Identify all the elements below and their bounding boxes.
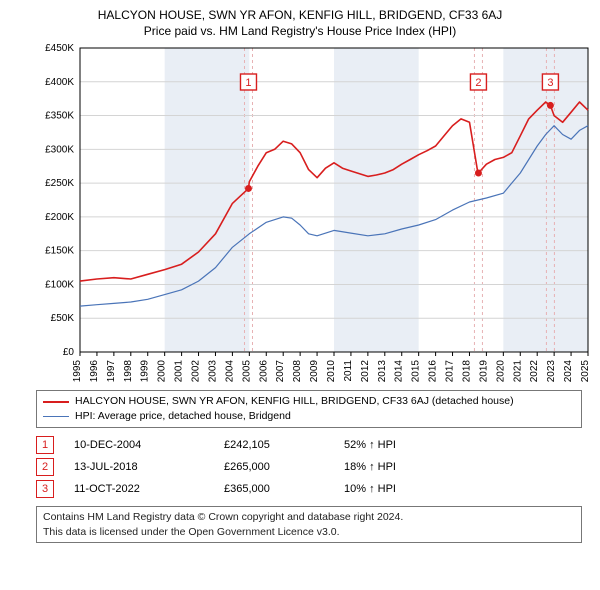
svg-text:£250K: £250K — [45, 178, 74, 189]
sale-amount: £242,105 — [224, 439, 344, 451]
legend: HALCYON HOUSE, SWN YR AFON, KENFIG HILL,… — [36, 390, 582, 428]
svg-text:2007: 2007 — [275, 360, 286, 383]
sale-pct: 10% ↑ HPI — [344, 483, 494, 495]
footer-line2: This data is licensed under the Open Gov… — [43, 525, 575, 539]
svg-text:2020: 2020 — [495, 360, 506, 383]
svg-text:£400K: £400K — [45, 77, 74, 88]
sales-table: 1 10-DEC-2004£242,10552% ↑ HPI 2 13-JUL-201… — [36, 434, 582, 500]
sale-date: 11-OCT-2022 — [74, 483, 224, 495]
svg-text:£50K: £50K — [51, 313, 75, 324]
sale-amount: £365,000 — [224, 483, 344, 495]
sale-row: 2 13-JUL-2018£265,00018% ↑ HPI — [36, 456, 582, 478]
svg-text:1997: 1997 — [106, 360, 117, 383]
svg-text:2021: 2021 — [512, 360, 523, 383]
svg-text:2000: 2000 — [157, 360, 168, 383]
sale-pct: 52% ↑ HPI — [344, 439, 494, 451]
footer-line1: Contains HM Land Registry data © Crown c… — [43, 510, 575, 524]
svg-text:2017: 2017 — [445, 360, 456, 383]
sale-pct: 18% ↑ HPI — [344, 461, 494, 473]
svg-text:2025: 2025 — [580, 360, 591, 383]
legend-row-hpi: HPI: Average price, detached house, Brid… — [43, 409, 575, 424]
svg-text:2012: 2012 — [360, 360, 371, 383]
sale-date: 13-JUL-2018 — [74, 461, 224, 473]
legend-swatch-halcyon — [43, 401, 69, 403]
legend-swatch-hpi — [43, 416, 69, 417]
svg-text:2019: 2019 — [478, 360, 489, 383]
svg-text:2024: 2024 — [563, 360, 574, 383]
legend-label-halcyon: HALCYON HOUSE, SWN YR AFON, KENFIG HILL,… — [75, 394, 514, 409]
svg-text:£450K: £450K — [45, 44, 74, 54]
svg-text:2022: 2022 — [529, 360, 540, 383]
sale-marker-box: 3 — [36, 480, 54, 498]
svg-text:2011: 2011 — [343, 360, 354, 382]
svg-text:£150K: £150K — [45, 246, 74, 257]
svg-text:1996: 1996 — [89, 360, 100, 383]
price-chart: £0 £50K £100K £150K £200K £250K £300K £350K £400… — [32, 44, 592, 384]
svg-text:1995: 1995 — [72, 360, 83, 383]
page-subtitle: Price paid vs. HM Land Registry's House … — [10, 24, 590, 38]
svg-text:2008: 2008 — [292, 360, 303, 383]
svg-text:£300K: £300K — [45, 144, 74, 155]
svg-text:2003: 2003 — [207, 360, 218, 383]
sale-row: 3 11-OCT-2022£365,00010% ↑ HPI — [36, 478, 582, 500]
svg-text:2010: 2010 — [326, 360, 337, 383]
svg-text:2009: 2009 — [309, 360, 320, 383]
sale-marker-box: 1 — [36, 436, 54, 454]
footer-attribution: Contains HM Land Registry data © Crown c… — [36, 506, 582, 542]
svg-text:2018: 2018 — [461, 360, 472, 383]
sale-marker-box: 2 — [36, 458, 54, 476]
svg-text:2005: 2005 — [241, 360, 252, 383]
svg-text:2002: 2002 — [191, 360, 202, 383]
svg-text:2006: 2006 — [258, 360, 269, 383]
svg-text:£350K: £350K — [45, 111, 74, 122]
legend-row-halcyon: HALCYON HOUSE, SWN YR AFON, KENFIG HILL,… — [43, 394, 575, 409]
svg-text:2016: 2016 — [428, 360, 439, 383]
svg-text:2001: 2001 — [174, 360, 185, 383]
svg-text:1: 1 — [245, 77, 251, 89]
svg-text:£100K: £100K — [45, 279, 74, 290]
sale-date: 10-DEC-2004 — [74, 439, 224, 451]
svg-text:2014: 2014 — [394, 360, 405, 383]
svg-text:2023: 2023 — [546, 360, 557, 383]
svg-text:2015: 2015 — [411, 360, 422, 383]
legend-label-hpi: HPI: Average price, detached house, Brid… — [75, 409, 291, 424]
svg-text:2004: 2004 — [224, 360, 235, 383]
svg-text:£0: £0 — [63, 347, 75, 358]
sale-amount: £265,000 — [224, 461, 344, 473]
svg-text:2: 2 — [475, 77, 481, 89]
svg-text:£200K: £200K — [45, 212, 74, 223]
svg-text:3: 3 — [547, 77, 553, 89]
svg-text:1998: 1998 — [123, 360, 134, 383]
page-title: HALCYON HOUSE, SWN YR AFON, KENFIG HILL,… — [10, 8, 590, 22]
svg-text:2013: 2013 — [377, 360, 388, 383]
sale-row: 1 10-DEC-2004£242,10552% ↑ HPI — [36, 434, 582, 456]
svg-text:1999: 1999 — [140, 360, 151, 383]
